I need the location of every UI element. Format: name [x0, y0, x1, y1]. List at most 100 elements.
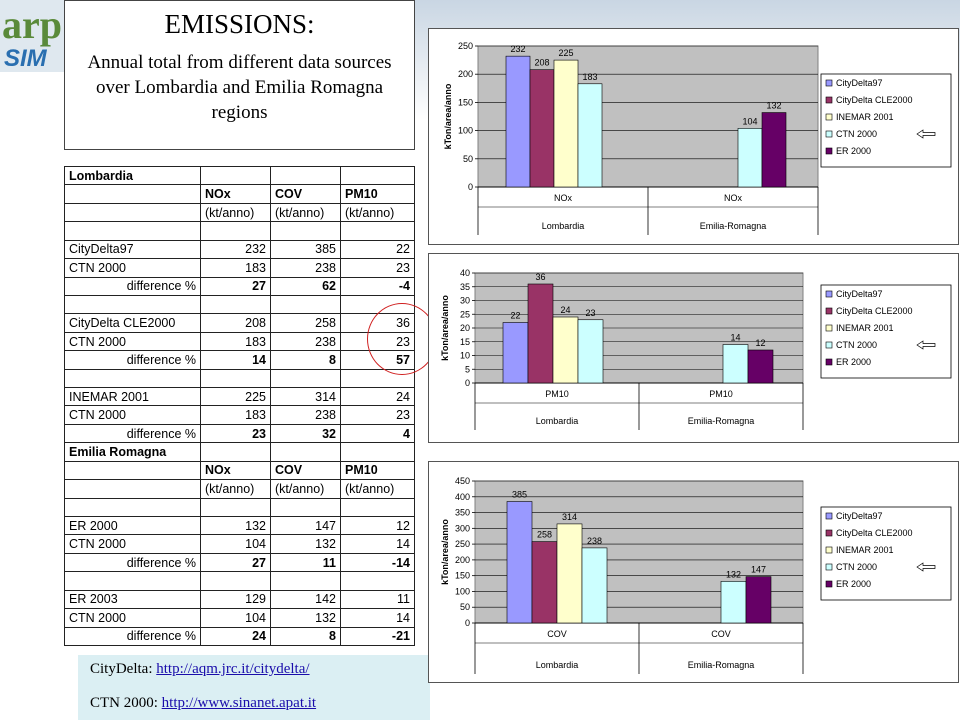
bar-er-2000	[745, 576, 772, 624]
legend-swatch	[825, 307, 833, 315]
bar-citydelta-cle2000	[527, 283, 554, 384]
legend-swatch	[825, 529, 833, 537]
x-region-label: Lombardia	[536, 660, 579, 670]
y-axis-label: kTon/area/anno	[440, 295, 450, 361]
col-header: COV	[270, 184, 341, 204]
legend-swatch	[825, 580, 833, 588]
row-label: CTN 2000	[64, 405, 201, 425]
legend	[820, 284, 952, 379]
col-unit: (kt/anno)	[200, 202, 271, 223]
y-tick-label: 150	[458, 97, 473, 107]
page-subtitle: Annual total from different data sources…	[87, 52, 392, 123]
row-label: difference %	[64, 552, 201, 573]
x-category-label: PM10	[709, 389, 733, 399]
y-tick-label: 200	[455, 555, 470, 565]
bar-ctn-2000	[722, 344, 749, 384]
title-box: EMISSIONS: Annual total from different d…	[64, 0, 415, 150]
row-label: CTN 2000	[64, 608, 201, 628]
empty-cell	[200, 165, 271, 186]
row-label: CityDelta97	[64, 239, 201, 260]
bar-citydelta97	[505, 55, 531, 188]
data-label: 225	[558, 48, 573, 58]
cell-value: 27	[200, 276, 271, 296]
bar-citydelta97	[506, 501, 533, 624]
data-label: 208	[534, 58, 549, 68]
row-label: CTN 2000	[64, 258, 201, 278]
bar-inemar-2001	[556, 523, 583, 624]
x-category-label: PM10	[545, 389, 569, 399]
data-label: 385	[512, 490, 527, 500]
y-tick-label: 20	[460, 323, 470, 333]
x-category-label: COV	[711, 629, 731, 639]
x-category-label: NOx	[554, 193, 573, 203]
arpa-sim-logo: arp SIM	[0, 0, 64, 72]
cell-value: 104	[200, 534, 271, 554]
table-difference-row: difference % 24 8 -21	[64, 626, 415, 647]
ctn-link[interactable]: http://www.sinanet.apat.it	[161, 695, 317, 711]
col-header: NOx	[200, 184, 271, 204]
cell-value: 24	[340, 387, 415, 407]
table-difference-row: difference % 23 32 4	[64, 423, 415, 444]
empty-cell	[64, 202, 201, 223]
highlight-circle-table	[367, 303, 437, 375]
cell-value: 238	[270, 331, 341, 352]
legend-swatch	[825, 324, 833, 332]
cell-value: 258	[270, 313, 341, 333]
x-category-label: COV	[547, 629, 567, 639]
data-label: 36	[535, 272, 545, 282]
cell-value: 24	[200, 626, 271, 647]
y-tick-label: 5	[465, 364, 470, 374]
row-label: CityDelta CLE2000	[64, 313, 201, 333]
cell-value: 23	[340, 258, 415, 278]
row-label: CTN 2000	[64, 534, 201, 554]
chart-nox: 0 50 100 150 200 250 kTon/area/anno 232 208 225 18…	[428, 28, 959, 245]
legend-swatch	[825, 96, 833, 104]
empty-cell	[270, 165, 341, 186]
legend	[820, 73, 952, 168]
y-tick-label: 40	[460, 268, 470, 278]
citydelta-link[interactable]: http://aqm.jrc.it/citydelta/	[156, 661, 310, 677]
empty-cell	[200, 442, 271, 462]
y-tick-label: 10	[460, 351, 470, 361]
y-tick-label: 35	[460, 282, 470, 292]
legend-swatch	[825, 563, 833, 571]
col-unit: (kt/anno)	[200, 479, 271, 499]
arrow-left-icon	[916, 129, 936, 139]
legend-swatch	[825, 290, 833, 298]
table-spacer-row	[64, 368, 415, 389]
legend-entry: ER 2000	[836, 357, 871, 367]
legend-swatch	[825, 358, 833, 366]
col-unit: (kt/anno)	[340, 479, 415, 499]
legend-swatch	[825, 79, 833, 87]
cell-value: 385	[270, 239, 341, 260]
col-header: NOx	[200, 460, 271, 481]
col-header: PM10	[340, 460, 415, 481]
legend-entry: INEMAR 2001	[836, 323, 894, 333]
table-unit-row: (kt/anno) (kt/anno) (kt/anno)	[64, 202, 415, 223]
cell-value: 8	[270, 626, 341, 647]
x-region-label: Lombardia	[542, 221, 585, 231]
cell-value: 232	[200, 239, 271, 260]
y-tick-label: 100	[458, 126, 473, 136]
empty-cell	[340, 165, 415, 186]
y-axis-label: kTon/area/anno	[443, 83, 453, 149]
cell-value: 129	[200, 589, 271, 610]
legend-swatch	[825, 341, 833, 349]
table-row: INEMAR 2001 225 314 24	[64, 387, 415, 407]
legend-swatch	[825, 546, 833, 554]
legend-swatch	[825, 147, 833, 155]
legend-swatch	[825, 130, 833, 138]
legend-entry: ER 2000	[836, 579, 871, 589]
table-spacer-row	[64, 294, 415, 315]
cell-value: 132	[200, 516, 271, 536]
data-label: 22	[510, 311, 520, 321]
row-label: difference %	[64, 350, 201, 370]
y-tick-label: 50	[463, 154, 473, 164]
y-tick-label: 100	[455, 586, 470, 596]
legend-entry: CityDelta CLE2000	[836, 528, 913, 538]
cell-value: 132	[270, 608, 341, 628]
legend-entry: CTN 2000	[836, 129, 877, 139]
table-region-row: Lombardia	[64, 165, 415, 186]
y-tick-label: 200	[458, 69, 473, 79]
cell-value: -4	[340, 276, 415, 296]
